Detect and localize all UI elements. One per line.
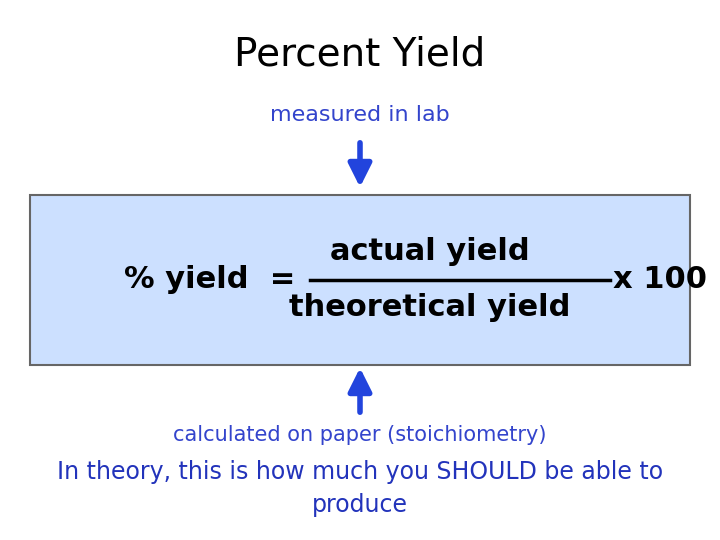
Text: Percent Yield: Percent Yield (235, 36, 485, 74)
Text: In theory, this is how much you SHOULD be able to: In theory, this is how much you SHOULD b… (57, 460, 663, 484)
Text: actual yield: actual yield (330, 238, 530, 267)
Text: calculated on paper (stoichiometry): calculated on paper (stoichiometry) (174, 425, 546, 445)
Text: theoretical yield: theoretical yield (289, 294, 571, 322)
Text: produce: produce (312, 493, 408, 517)
Text: measured in lab: measured in lab (270, 105, 450, 125)
Text: % yield  =: % yield = (125, 266, 296, 294)
Text: x 100: x 100 (613, 266, 707, 294)
Bar (30, 195, 690, 365)
